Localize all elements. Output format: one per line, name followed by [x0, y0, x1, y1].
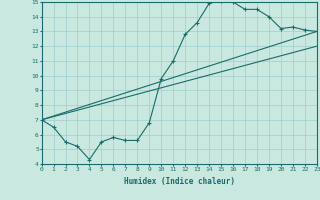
X-axis label: Humidex (Indice chaleur): Humidex (Indice chaleur): [124, 177, 235, 186]
